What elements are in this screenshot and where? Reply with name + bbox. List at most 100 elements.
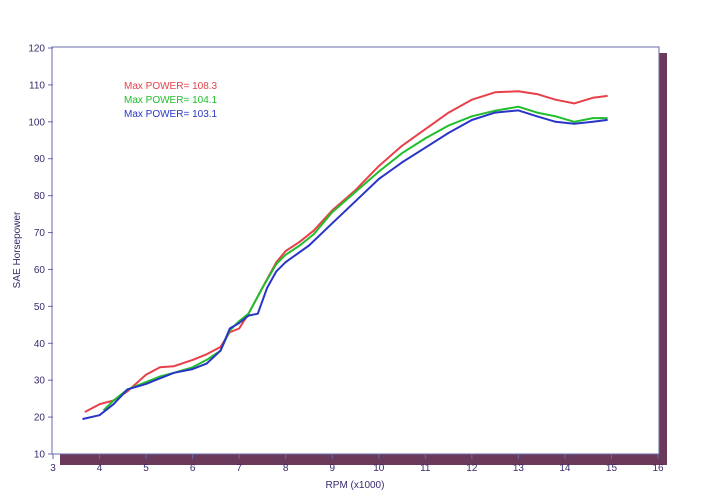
series-point [494,111,496,114]
series-point [424,137,427,140]
series-point [517,109,520,112]
series-point [191,359,194,361]
series-point [275,263,278,265]
x-tick-label: 7 [236,463,242,474]
series-point [145,381,148,383]
x-tick-label: 12 [466,463,478,474]
series-point [354,200,357,203]
y-tick-label: 80 [34,191,46,202]
series-point [605,95,608,97]
series-point [312,229,315,232]
legend-entry-1: Max POWER= 104.1 [124,95,218,106]
y-axis-title: SAE Horsepower [12,211,23,288]
y-tick-label: 10 [34,450,46,461]
x-tick-label: 13 [513,463,525,474]
y-tick-label: 30 [34,376,46,387]
series-point [536,93,538,95]
series-point [238,322,241,324]
y-tick-label: 70 [34,228,46,239]
legend-entry-0: Max POWER= 108.3 [124,81,218,92]
series-point [205,359,208,361]
series-point [331,211,334,214]
series-point [573,102,576,105]
x-tick-label: 11 [420,463,431,474]
x-axis-title: RPM (x1000) [326,480,385,491]
y-tick-label: 20 [34,413,46,424]
series-point [470,98,473,101]
x-tick-label: 14 [559,463,571,474]
series-point [266,287,268,289]
series-point [159,366,161,369]
series-point [145,383,148,385]
series-point [424,146,427,149]
series-line-0 [84,90,608,413]
series-point [536,115,538,118]
series-point [308,244,310,247]
x-tick-label: 15 [606,463,618,474]
plot-frame [51,46,660,455]
series-point [591,120,594,123]
series-point [605,119,608,121]
series-point [312,233,315,236]
series-point [159,375,161,378]
y-tick-label: 110 [29,80,45,91]
series-point [517,105,520,108]
y-axis-ticks: 10 20 30 40 50 60 70 80 90 100 110 120 [28,44,53,461]
series-point [247,314,250,317]
x-tick-label: 6 [190,463,196,474]
series-point [591,117,594,119]
x-axis-ticks: 3 4 5 6 7 8 9 10 11 12 13 14 15 16 [50,454,664,474]
series-point [98,414,101,417]
x-tick-label: 16 [652,463,664,474]
series-point [298,244,301,247]
y-tick-label: 100 [28,117,45,128]
series-point [470,115,473,118]
series-point [401,144,403,147]
y-tick-label: 60 [34,265,46,276]
series-point [573,120,576,123]
series-point [377,165,380,168]
y-tick-label: 120 [28,44,45,55]
series-point [191,368,194,370]
series-point [401,161,403,164]
series-point [517,90,520,93]
x-tick-label: 5 [143,463,149,474]
series-point [112,403,115,406]
series-point [470,119,473,121]
series-point [554,115,557,118]
x-tick-label: 9 [329,463,335,474]
series-point [173,371,175,374]
series-point [354,191,357,193]
series-point [401,152,403,155]
series-point [205,362,208,365]
series-point [247,312,250,315]
series-point [159,377,161,380]
series-point [331,222,334,225]
series-point [112,399,115,402]
series-lines [82,90,608,420]
series-point [554,120,557,123]
series-point [424,128,427,131]
series-point [205,353,208,356]
series-point [261,287,264,289]
series-point [284,250,287,252]
series-point [173,365,175,368]
series-point [377,170,380,173]
series-point [275,270,278,273]
legend-entry-2: Max POWER= 103.1 [124,109,218,120]
y-tick-label: 90 [34,154,46,165]
series-point [494,109,496,112]
series-point [377,178,380,180]
series-point [536,111,538,114]
x-tick-label: 3 [50,463,56,474]
series-point [228,327,231,330]
x-tick-label: 4 [97,463,103,474]
series-point [298,240,301,243]
y-tick-label: 50 [34,302,46,313]
series-point [573,122,576,125]
series-point [219,349,222,352]
series-line-2 [82,109,608,420]
series-point [191,366,194,369]
series-point [284,261,287,263]
